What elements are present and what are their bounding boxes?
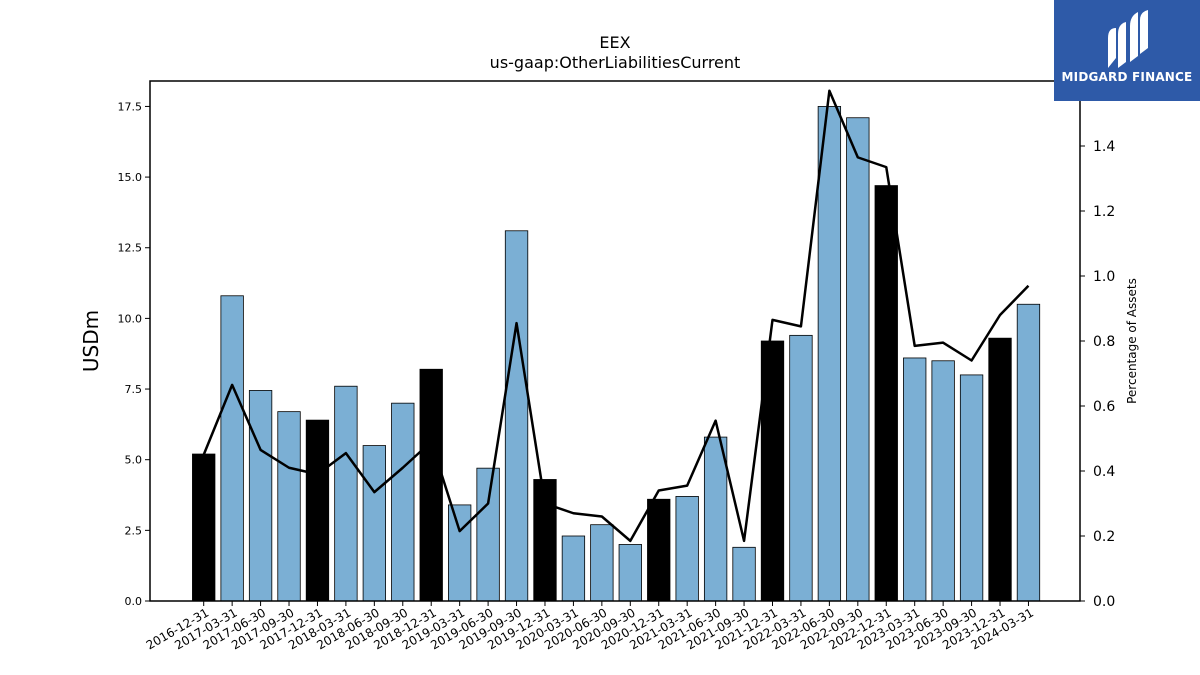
bar [391,402,415,602]
bar [1016,303,1041,602]
bar [703,436,728,602]
bar [561,535,586,602]
bar [305,419,330,602]
bar [362,445,386,602]
bar [618,544,642,602]
bar [476,467,500,602]
bar [817,106,842,602]
y2-tick-label: 0.6 [1093,399,1115,415]
y-tick-label: 2.5 [125,524,143,537]
y-tick-label: 5.0 [125,454,143,467]
bar [590,524,614,602]
y-tick-label: 10.0 [118,312,143,325]
bar [903,357,927,602]
bar [334,385,358,602]
y-tick-label: 17.5 [118,100,143,113]
logo-mark-icon [1108,10,1148,68]
y2-tick-label: 1.4 [1093,139,1115,155]
bar [419,368,443,602]
y2-tick-label: 1.0 [1093,269,1115,285]
y2-tick-label: 0.0 [1093,594,1115,610]
y2-tick-label: 0.4 [1093,464,1115,480]
bar [277,411,301,602]
bar [647,498,671,602]
midgard-finance-logo: MIDGARD FINANCE [1054,0,1200,101]
bar [448,504,472,602]
y-tick-label: 12.5 [118,242,143,255]
y-axis-label: USDm [79,310,103,372]
bar [220,295,244,602]
bar [874,185,898,602]
x-axis: 2016-12-312017-03-312017-06-302017-09-30… [144,601,1036,652]
bar [789,334,813,602]
bar [192,453,216,602]
y-tick-label: 15.0 [118,171,143,184]
bar [988,337,1012,602]
y-axis-right: 0.0 0.2 0.4 0.6 0.8 1.0 1.2 1.4 [1080,139,1115,610]
y-tick-label: 7.5 [125,383,143,396]
chart-subtitle: us-gaap:OtherLiabilitiesCurrent [490,53,741,72]
percentage-line [202,89,1030,543]
y2-tick-label: 1.2 [1093,204,1115,220]
y-tick-label: 0.0 [125,595,143,608]
bar [846,117,870,602]
bar [675,496,699,602]
bar [959,374,984,602]
bar [248,390,273,602]
bar [931,360,955,602]
y2-tick-label: 0.2 [1093,529,1115,545]
y-axis-left: 0.0 2.5 5.0 7.5 10.0 12.5 15.0 17.5 [118,100,150,608]
bar [732,546,756,602]
bar-series [192,106,1041,602]
logo-text: MIDGARD FINANCE [1061,70,1193,84]
bar [504,230,529,602]
chart-title: EEX [599,33,630,52]
line-series [202,89,1030,543]
y2-axis-label: Percentage of Assets [1125,278,1139,404]
y2-tick-label: 0.8 [1093,334,1115,350]
